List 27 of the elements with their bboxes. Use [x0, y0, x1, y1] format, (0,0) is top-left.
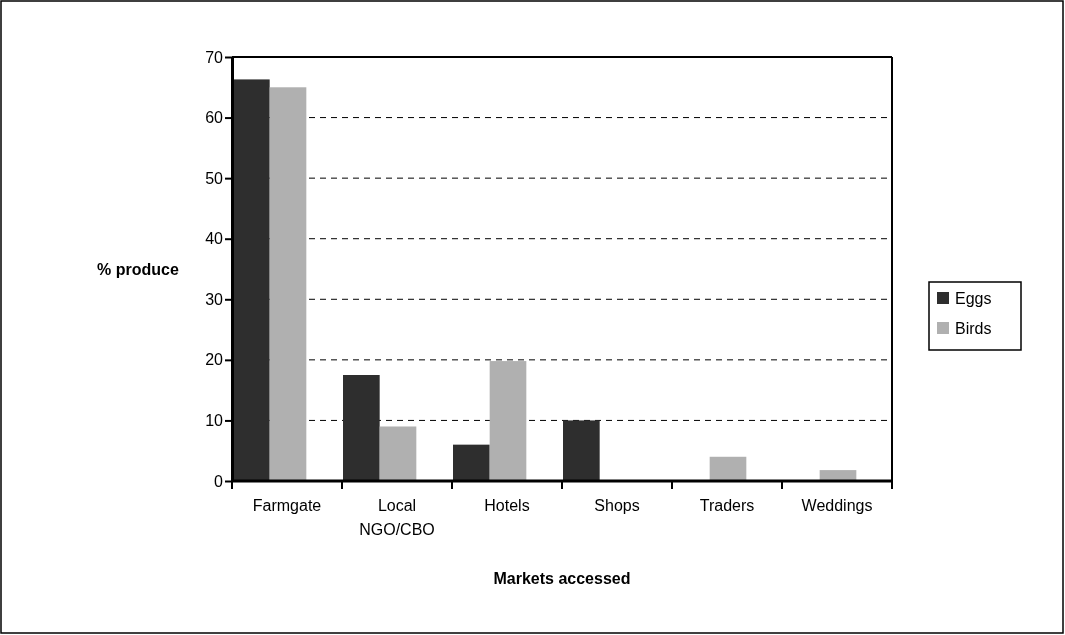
x-tick-label: Traders — [699, 497, 755, 514]
bar — [233, 79, 270, 481]
x-tick-label: Shops — [594, 497, 640, 514]
legend-label: Birds — [955, 320, 992, 337]
x-tick-label: Local NGO/CBO — [359, 497, 435, 538]
bar — [269, 87, 307, 481]
bar — [709, 456, 747, 481]
y-tick-label: 40 — [205, 230, 224, 248]
bar — [819, 470, 857, 481]
y-tick-label: 0 — [214, 472, 224, 490]
x-axis-title: Markets accessed — [493, 570, 631, 587]
x-tick-label: Farmgate — [252, 497, 322, 514]
y-tick-label: 50 — [205, 169, 224, 187]
x-tick-label: Weddings — [801, 497, 873, 514]
bar — [563, 420, 600, 481]
y-tick-label: 10 — [205, 412, 224, 430]
bar — [453, 444, 490, 481]
y-tick-label: 60 — [205, 109, 224, 127]
y-tick-label: 30 — [205, 290, 224, 308]
bar — [379, 426, 417, 481]
x-tick-label: Hotels — [484, 497, 530, 514]
legend-label: Eggs — [955, 290, 992, 307]
y-axis-title: % produce — [97, 261, 179, 278]
y-tick-label: 20 — [205, 351, 224, 369]
bar — [489, 361, 527, 481]
bar — [343, 375, 380, 481]
y-tick-label: 70 — [205, 48, 224, 66]
